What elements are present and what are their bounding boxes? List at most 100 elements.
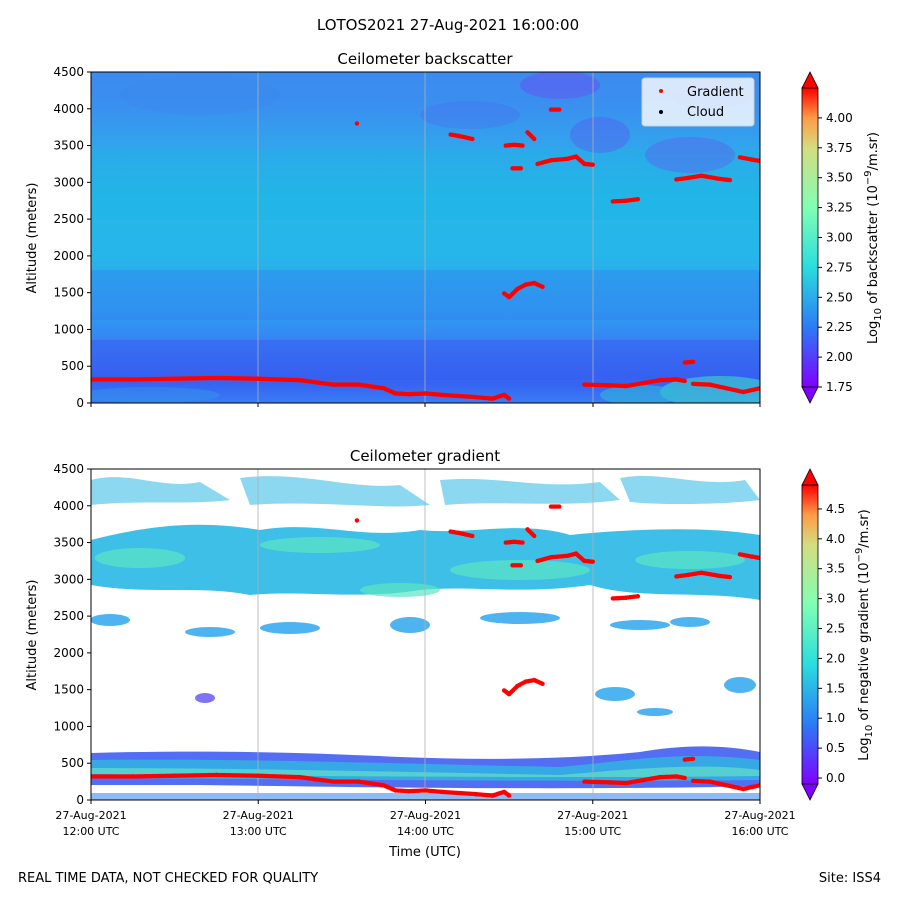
gradient-ylabel: Altitude (meters) [25, 580, 40, 691]
gradient-colorbar: 0.0 0.5 1.0 1.5 2.0 2.5 3.0 3.5 4.0 4.5 Log10 of … [801, 468, 875, 801]
y-tick-label: 0 [76, 793, 84, 807]
x-tick-label-time: 12:00 UTC [62, 825, 119, 838]
colorbar-tick-label: 2.0 [826, 651, 845, 665]
x-tick-label-date: 27-Aug-2021 [557, 809, 628, 822]
colorbar-tick-label: 2.50 [826, 290, 853, 304]
gradient-point [557, 504, 562, 509]
y-tick-label: 2000 [53, 646, 84, 660]
gradient-y-ticks: 0 500 1000 1500 2000 2500 3000 3500 4000 4500 [53, 462, 91, 807]
colorbar-tick-label: 2.00 [826, 350, 853, 364]
colorbar-tick-label: 3.25 [826, 201, 853, 215]
gradient-point [354, 518, 360, 523]
x-tick-label-date: 27-Aug-2021 [390, 809, 461, 822]
colorbar-tick-label: 2.75 [826, 260, 853, 274]
gradient-point [557, 107, 562, 112]
gradient-point [518, 166, 524, 171]
gradient-point [540, 681, 545, 686]
colorbar-tick-label: 1.75 [826, 380, 853, 394]
backscatter-colorbar: 1.75 2.00 2.25 2.50 2.75 3.00 3.25 3.50 3.75 4.00… [801, 71, 884, 404]
backscatter-ylabel: Altitude (meters) [25, 183, 40, 294]
gradient-gridlines [257, 469, 594, 800]
y-tick-label: 3000 [53, 175, 84, 189]
gradient-point [354, 121, 360, 126]
colorbar-tick-label: 3.75 [826, 141, 853, 155]
backscatter-colorbar-label: Log10 of backscatter (10−9/m.sr) [863, 132, 884, 344]
legend-cloud-label: Cloud [687, 105, 724, 120]
y-tick-label: 1000 [53, 322, 84, 336]
x-axis-label: Time (UTC) [388, 845, 461, 860]
colorbar-tick-label: 0.0 [826, 771, 845, 785]
figure-title: LOTOS2021 27-Aug-2021 16:00:00 [317, 16, 579, 34]
gradient-title: Ceilometer gradient [350, 447, 500, 465]
y-tick-label: 2500 [53, 609, 84, 623]
x-tick-label-date: 27-Aug-2021 [55, 809, 126, 822]
colorbar-tick-label: 1.0 [826, 711, 845, 725]
colorbar-tick-label: 2.5 [826, 622, 845, 636]
gradient-panel: Ceilometer gradient [25, 447, 875, 860]
gradient-x-ticks: 27-Aug-2021 12:00 UTC 27-Aug-2021 13:00 UTC… [55, 800, 796, 838]
x-tick-label-date: 27-Aug-2021 [724, 809, 795, 822]
gradient-point [682, 378, 687, 384]
y-tick-label: 1000 [53, 719, 84, 733]
gradient-point [727, 574, 733, 580]
y-tick-label: 500 [61, 359, 84, 373]
x-tick-label-time: 13:00 UTC [230, 825, 287, 838]
backscatter-x-ticks [90, 403, 761, 407]
backscatter-field [91, 72, 760, 403]
colorbar-tick-label: 3.50 [826, 171, 853, 185]
colorbar-tick-label: 3.5 [826, 562, 845, 576]
gradient-point [682, 775, 687, 781]
y-tick-label: 500 [61, 756, 84, 770]
gradient-point [520, 143, 525, 148]
backscatter-y-ticks: 0 500 1000 1500 2000 2500 3000 3500 4000 4500 [53, 65, 91, 410]
gradient-point [635, 197, 641, 202]
y-tick-label: 1500 [53, 286, 84, 300]
legend-cloud-marker [659, 110, 663, 114]
gradient-point [757, 555, 760, 561]
colorbar-tick-label: 2.25 [826, 320, 853, 334]
backscatter-title: Ceilometer backscatter [337, 50, 513, 68]
gradient-point [757, 386, 760, 391]
gradient-point [690, 359, 696, 365]
gradient-point [506, 396, 512, 401]
y-tick-label: 3500 [53, 139, 84, 153]
colorbar-tick-label: 1.5 [826, 681, 845, 695]
gradient-point [690, 756, 696, 762]
colorbar-tick-label: 3.00 [826, 231, 853, 245]
x-tick-label-time: 16:00 UTC [731, 825, 788, 838]
gradient-point [757, 783, 760, 788]
colorbar-tick-label: 4.5 [826, 502, 845, 516]
gradient-point [532, 136, 537, 142]
y-tick-label: 3500 [53, 536, 84, 550]
legend-gradient-label: Gradient [687, 85, 744, 100]
gradient-gradient-points [91, 504, 760, 798]
y-tick-label: 3000 [53, 572, 84, 586]
x-tick-label-date: 27-Aug-2021 [223, 809, 294, 822]
y-tick-label: 4500 [53, 65, 84, 79]
gradient-point [757, 158, 760, 164]
y-tick-label: 2000 [53, 249, 84, 263]
gradient-point [470, 136, 475, 142]
site-label: Site: ISS4 [819, 871, 881, 886]
gradient-point [470, 533, 475, 539]
gradient-point [635, 594, 641, 599]
gradient-point [590, 559, 595, 564]
colorbar-tick-label: 4.0 [826, 532, 845, 546]
y-tick-label: 2500 [53, 212, 84, 226]
colorbar-tick-label: 3.0 [826, 592, 845, 606]
y-tick-label: 0 [76, 396, 84, 410]
backscatter-gridlines [257, 72, 594, 403]
y-tick-label: 4500 [53, 462, 84, 476]
legend-gradient-marker [659, 89, 663, 93]
colorbar-tick-label: 4.00 [826, 111, 853, 125]
y-tick-label: 1500 [53, 683, 84, 697]
x-tick-label-time: 14:00 UTC [397, 825, 454, 838]
y-tick-label: 4000 [53, 102, 84, 116]
gradient-point [727, 177, 733, 183]
quality-disclaimer: REAL TIME DATA, NOT CHECKED FOR QUALITY [18, 871, 318, 886]
gradient-point [590, 162, 595, 167]
gradient-colorbar-label: Log10 of negative gradient (10−9/m.sr) [854, 509, 875, 760]
y-tick-label: 4000 [53, 499, 84, 513]
